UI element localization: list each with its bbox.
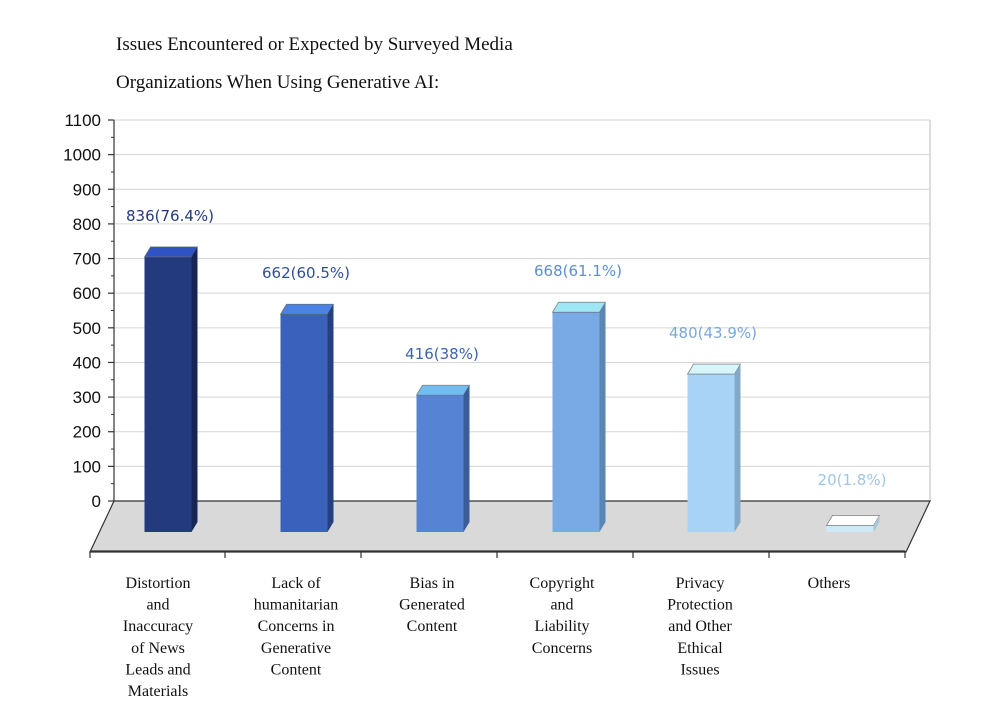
bar <box>551 301 607 532</box>
bar-side <box>463 385 470 532</box>
y-tick-label: 0 <box>92 492 101 511</box>
data-label: 20(1.8%) <box>818 471 887 489</box>
bar-top <box>686 363 742 375</box>
bar-top <box>143 246 199 258</box>
x-category-label-line: Concerns in <box>258 618 335 635</box>
data-labels: 836(76.4%) 662(60.5%) 416(38%) 668(61.1%) 48… <box>126 207 886 489</box>
bar-top <box>825 515 881 526</box>
data-label: 668(61.1%) <box>534 262 622 280</box>
x-category-label: Bias in Generated Content <box>399 575 465 635</box>
x-category-label-line: Privacy <box>676 575 725 592</box>
x-category-label-line: Inaccuracy <box>123 618 193 635</box>
bar-front <box>280 314 328 532</box>
bar-side <box>327 304 334 532</box>
x-category-label-line: Bias in <box>410 575 455 592</box>
data-label: 836(76.4%) <box>126 207 214 225</box>
y-tick-label: 500 <box>73 319 101 338</box>
bar-side <box>873 515 880 532</box>
y-tick-label: 1000 <box>63 146 101 165</box>
x-category-label-line: Protection <box>667 597 733 614</box>
y-tick-label: 100 <box>73 457 101 476</box>
x-category-label: Others <box>808 575 851 592</box>
chart-title: Issues Encountered or Expected by Survey… <box>116 34 513 93</box>
y-tick-label: 800 <box>73 215 101 234</box>
bar-side <box>599 302 606 532</box>
floor-plane <box>89 500 931 553</box>
gridlines <box>114 119 931 502</box>
y-axis: 0 100 200 300 400 500 600 700 800 900 1000 1100 <box>63 111 115 511</box>
y-tick-label: 300 <box>73 388 101 407</box>
bar-top <box>551 301 607 313</box>
bar-front <box>687 374 735 532</box>
x-category-label-line: Copyright <box>530 575 595 592</box>
x-category-label-line: Others <box>808 575 851 592</box>
x-category-label-line: humanitarian <box>254 597 338 614</box>
bar-front <box>826 525 874 532</box>
bar-top <box>415 384 471 396</box>
bar-top <box>279 303 335 315</box>
x-category-label-line: Content <box>271 661 322 678</box>
bar-front <box>416 395 464 532</box>
bar <box>415 384 471 532</box>
x-category-label-line: Generated <box>399 597 465 614</box>
x-category-label-line: Liability <box>534 618 589 635</box>
x-category-label-line: Content <box>407 618 458 635</box>
x-category-label: Copyright and Liability Concerns <box>530 575 595 657</box>
data-label: 480(43.9%) <box>669 324 757 342</box>
data-label: 662(60.5%) <box>262 264 350 282</box>
y-tick-label: 1100 <box>64 111 101 130</box>
bar-front <box>144 256 192 532</box>
x-category-label-line: Concerns <box>532 640 592 657</box>
bar-front <box>552 312 600 532</box>
y-tick-label: 600 <box>73 284 101 303</box>
x-category-label: Distortion and Inaccuracy of News Leads and M… <box>123 575 193 700</box>
data-label: 416(38%) <box>405 345 479 363</box>
x-category-label-line: of News <box>131 640 185 657</box>
x-category-label-line: Leads and <box>125 661 190 678</box>
y-tick-label: 200 <box>73 423 101 442</box>
bar <box>279 303 335 532</box>
x-category-label-line: Generative <box>261 640 331 657</box>
x-category-label-line: Ethical <box>677 640 723 657</box>
bar <box>686 363 742 532</box>
bar-side <box>191 246 198 532</box>
chart-title-line: Organizations When Using Generative AI: <box>116 72 439 93</box>
bar <box>825 515 881 532</box>
x-category-label-line: and <box>146 597 169 614</box>
x-category-label-line: Materials <box>128 683 188 700</box>
x-category-label: Privacy Protection and Other Ethical Issues <box>667 575 733 678</box>
y-tick-label: 400 <box>73 353 101 372</box>
y-tick-label: 700 <box>73 250 101 269</box>
x-category-label-line: Lack of <box>271 575 321 592</box>
bars <box>143 246 881 532</box>
x-category-label-line: and <box>550 597 573 614</box>
bar-side <box>734 364 741 532</box>
x-axis: Distortion and Inaccuracy of News Leads and M… <box>89 550 906 700</box>
x-category-label: Lack of humanitarian Concerns in Generative… <box>254 575 338 678</box>
chart-floor <box>89 500 931 553</box>
chart-title-line: Issues Encountered or Expected by Survey… <box>116 34 513 55</box>
x-category-label-line: Issues <box>680 661 719 678</box>
x-category-label-line: and Other <box>668 618 732 635</box>
y-tick-label: 900 <box>73 180 101 199</box>
x-category-label-line: Distortion <box>126 575 191 592</box>
bar <box>143 246 199 532</box>
